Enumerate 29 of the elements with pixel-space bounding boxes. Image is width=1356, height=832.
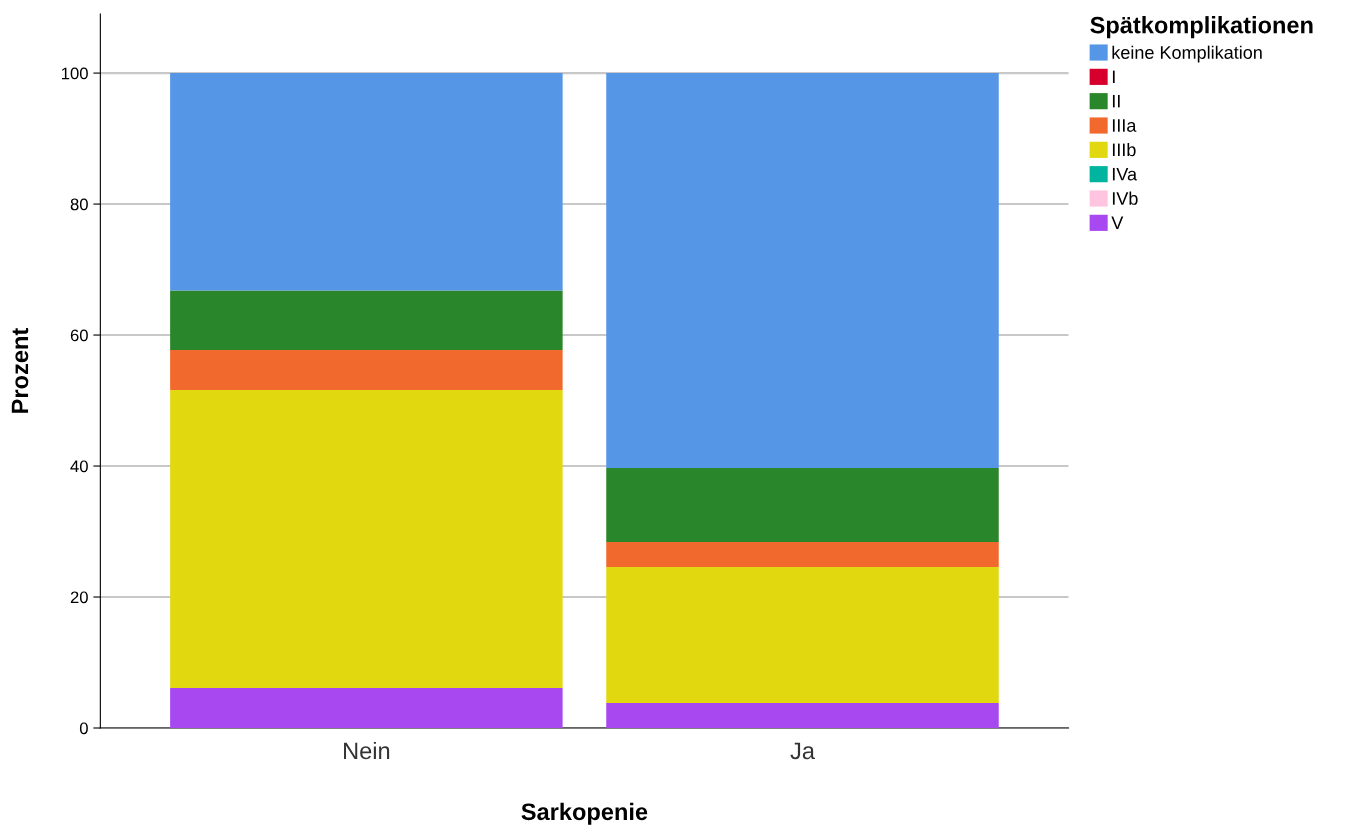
- bar: [170, 688, 563, 728]
- bar: [606, 73, 999, 468]
- y-axis-title: Prozent: [11, 328, 29, 413]
- bar: [170, 390, 563, 689]
- legend-label: IIIa: [1112, 119, 1137, 132]
- legend-label: keine Komplikation: [1112, 45, 1262, 63]
- x-tick-label: Nein: [344, 741, 390, 760]
- bar: [170, 73, 563, 291]
- legend-label: II: [1112, 94, 1120, 108]
- legend-label: IVb: [1112, 191, 1138, 205]
- y-tick-label: 80: [70, 198, 88, 211]
- bar: [170, 350, 563, 391]
- bar: [606, 703, 999, 728]
- x-tick-label: Ja: [790, 742, 815, 760]
- y-tick-label: 40: [70, 460, 88, 473]
- bar: [606, 566, 999, 704]
- legend-label: V: [1111, 216, 1124, 230]
- bar: [606, 468, 999, 542]
- y-tick-label: 100: [62, 67, 88, 80]
- bar: [606, 542, 999, 567]
- legend-label: I: [1112, 70, 1115, 84]
- y-tick-label: 60: [70, 329, 88, 342]
- x-axis-title: Sarkopenie: [521, 802, 648, 825]
- y-tick-label: 0: [79, 722, 88, 735]
- legend-label: IVa: [1112, 167, 1138, 181]
- bar: [170, 290, 563, 351]
- legend-title: Spätkomplikationen: [1090, 16, 1313, 39]
- y-tick-label: 20: [70, 591, 88, 604]
- legend-label: IIIb: [1112, 142, 1136, 157]
